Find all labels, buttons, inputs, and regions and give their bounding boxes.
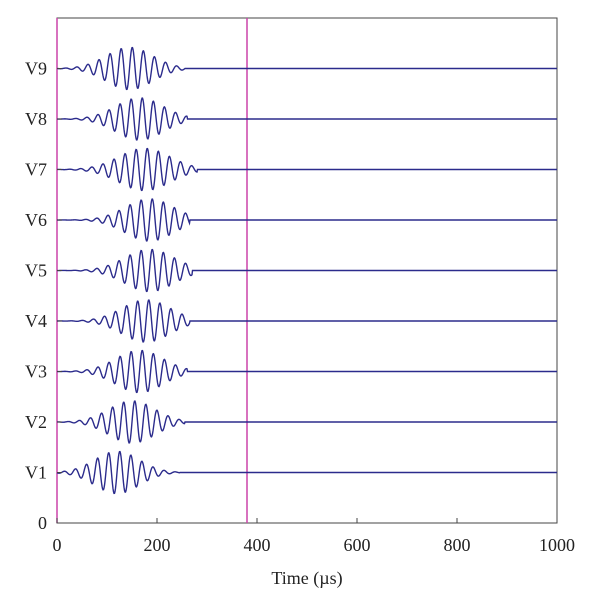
y-tick-label: V9: [25, 59, 47, 79]
x-tick-label: 1000: [539, 535, 575, 555]
y-tick-labels: 0 V1 V2 V3 V4 V5 V6 V7 V8 V9: [25, 59, 62, 533]
waveforms: [56, 46, 557, 495]
y-tick-label: 0: [38, 513, 47, 533]
y-tick-label: V7: [25, 160, 47, 180]
waveform-v3: [56, 349, 557, 394]
y-tick-label: V5: [25, 261, 47, 281]
y-tick-label: V4: [25, 311, 47, 331]
x-tick-labels: 0 200 400 600 800 1000: [53, 518, 575, 555]
y-tick-label: V3: [25, 362, 47, 382]
x-tick-label: 0: [53, 535, 62, 555]
waveform-v8: [56, 97, 557, 141]
waveform-v2: [57, 400, 557, 444]
waveform-v4: [56, 299, 557, 343]
x-tick-label: 200: [144, 535, 171, 555]
waveform-v6: [57, 198, 557, 242]
waveform-v7: [56, 147, 557, 192]
y-tick-label: V1: [25, 463, 47, 483]
x-tick-label: 800: [444, 535, 471, 555]
x-axis-title: Time (µs): [271, 568, 342, 589]
y-tick-label: V6: [25, 210, 47, 230]
waveform-v9: [56, 46, 557, 91]
y-tick-label: V8: [25, 109, 47, 129]
x-tick-label: 600: [344, 535, 371, 555]
waveform-v1: [56, 450, 557, 495]
x-tick-label: 400: [244, 535, 271, 555]
y-tick-label: V2: [25, 412, 47, 432]
waveform-v5: [57, 248, 557, 293]
